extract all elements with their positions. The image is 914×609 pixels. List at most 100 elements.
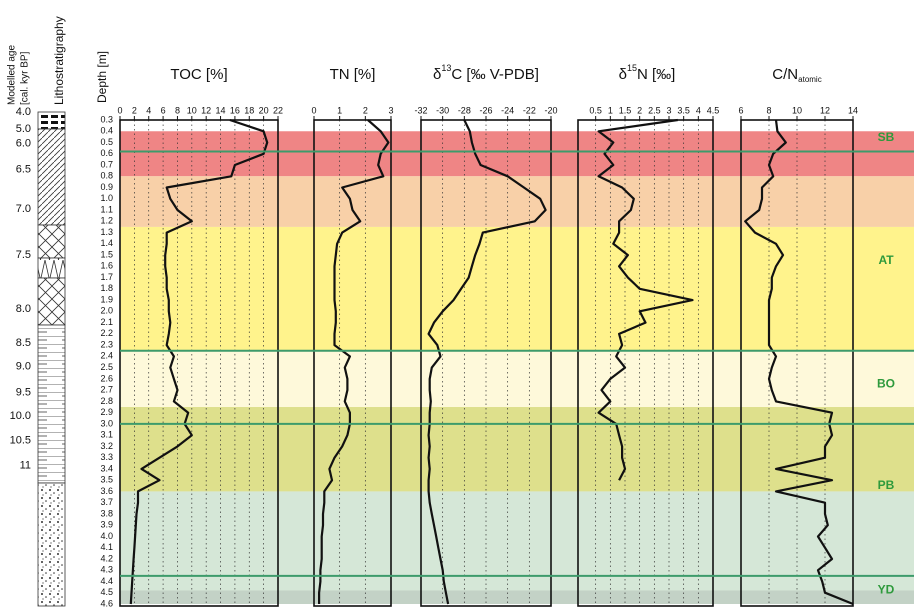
- zone-label: AT: [878, 253, 894, 267]
- depth-tick-label: 0.8: [100, 171, 113, 181]
- x-tick-label: 4: [146, 105, 151, 115]
- age-tick-label: 6.5: [16, 163, 31, 175]
- panel-title: C/Natomic: [772, 66, 821, 84]
- x-tick-label: -32: [414, 105, 427, 115]
- profile-line: [744, 119, 854, 606]
- age-tick-label: 7.0: [16, 203, 31, 215]
- depth-tick-label: 1.2: [100, 216, 113, 226]
- x-tick-label: -24: [501, 105, 514, 115]
- depth-tick-label: 3.9: [100, 520, 113, 530]
- age-tick-label: 11: [20, 459, 31, 471]
- depth-tick-label: 1.5: [100, 249, 113, 259]
- panel-title-part: C/N: [772, 66, 798, 83]
- x-tick-label: 2: [637, 105, 642, 115]
- depth-tick-label: 2.4: [100, 351, 113, 361]
- depth-tick-label: 0.5: [100, 137, 113, 147]
- panel-title-part: C [‰ V-PDB]: [451, 66, 539, 83]
- age-tick-label: 7.5: [16, 249, 31, 261]
- profile-line: [427, 119, 547, 605]
- age-tick-label: 4.0: [16, 106, 31, 118]
- zone-label: SB: [878, 130, 895, 144]
- depth-tick-label: 0.6: [100, 148, 113, 158]
- age-tick-label: 10.5: [10, 435, 31, 447]
- depth-tick-label: 2.7: [100, 385, 113, 395]
- x-tick-label: 8: [175, 105, 180, 115]
- depth-tick-label: 3.2: [100, 441, 113, 451]
- panel-title-part: TN [%]: [330, 66, 376, 83]
- depth-tick-label: 3.5: [100, 475, 113, 485]
- depth-tick-label: 1.4: [100, 238, 113, 248]
- depth-tick-label: 3.0: [100, 418, 113, 428]
- panel-title-part: atomic: [798, 75, 822, 84]
- x-tick-label: 2: [132, 105, 137, 115]
- depth-tick-label: 4.5: [100, 587, 113, 597]
- depth-tick-label: 0.3: [100, 114, 113, 124]
- x-tick-label: 1.5: [619, 105, 632, 115]
- x-tick-label: 1: [608, 105, 613, 115]
- x-tick-label: -26: [479, 105, 492, 115]
- depth-tick-label: 4.2: [100, 553, 113, 563]
- profile-line: [597, 118, 694, 481]
- x-tick-label: 22: [273, 105, 283, 115]
- depth-tick-label: 3.3: [100, 452, 113, 462]
- depth-tick-label: 3.8: [100, 508, 113, 518]
- depth-tick-label: 2.2: [100, 328, 113, 338]
- x-tick-label: -30: [436, 105, 449, 115]
- profile-line: [129, 118, 269, 605]
- panel-frame: [313, 119, 392, 607]
- depth-title: Depth [m]: [95, 51, 109, 103]
- depth-tick-label: 1.8: [100, 283, 113, 293]
- depth-tick-label: 1.9: [100, 294, 113, 304]
- x-tick-label: 4: [696, 105, 701, 115]
- depth-tick-label: 0.9: [100, 182, 113, 192]
- x-tick-label: -28: [458, 105, 471, 115]
- age-tick-label: 10.0: [10, 410, 31, 422]
- depth-tick-label: 3.7: [100, 497, 113, 507]
- panel-frame: [577, 119, 714, 607]
- panel-title: δ13C [‰ V-PDB]: [433, 63, 539, 83]
- x-tick-label: 8: [766, 105, 771, 115]
- zone-bands: [120, 131, 914, 604]
- depth-tick-label: 2.1: [100, 317, 113, 327]
- age-tick-label: 8.5: [16, 337, 31, 349]
- profile-line: [318, 119, 390, 604]
- depth-tick-label: 3.4: [100, 463, 113, 473]
- depth-tick-label: 3.1: [100, 430, 113, 440]
- depth-tick-label: 0.7: [100, 159, 113, 169]
- age-tick-label: 5.0: [16, 123, 31, 135]
- zone-band: [120, 407, 914, 492]
- depth-tick-label: 4.1: [100, 542, 113, 552]
- depth-tick-label: 4.3: [100, 565, 113, 575]
- depth-tick-label: 2.6: [100, 373, 113, 383]
- depth-tick-label: 2.9: [100, 407, 113, 417]
- zone-label: YD: [878, 583, 895, 597]
- x-tick-label: 6: [738, 105, 743, 115]
- panel-title-part: 13: [441, 63, 451, 73]
- litho-title: Lithostratigraphy: [52, 16, 66, 105]
- depth-tick-label: 2.5: [100, 362, 113, 372]
- zone-label: BO: [877, 377, 895, 391]
- depth-tick-label: 4.4: [100, 576, 113, 586]
- depth-tick-label: 2.3: [100, 339, 113, 349]
- panel-frame: [420, 119, 552, 607]
- panel-title-part: N [‰]: [637, 66, 675, 83]
- x-tick-label: 3: [388, 105, 393, 115]
- zone-band: [120, 590, 914, 604]
- x-tick-label: 16: [230, 105, 240, 115]
- x-tick-label: 3.5: [677, 105, 690, 115]
- x-tick-label: 10: [187, 105, 197, 115]
- x-tick-label: 12: [820, 105, 830, 115]
- depth-tick-label: 0.4: [100, 126, 113, 136]
- x-tick-label: -22: [523, 105, 536, 115]
- depth-tick-label: 1.1: [100, 204, 113, 214]
- panel-title: δ15N [‰]: [619, 63, 676, 83]
- age-tick-label: 8.0: [16, 303, 31, 315]
- panel-title: TOC [%]: [170, 66, 227, 83]
- depth-tick-label: 1.7: [100, 272, 113, 282]
- depth-tick-label: 2.8: [100, 396, 113, 406]
- depth-tick-label: 4.0: [100, 531, 113, 541]
- depth-tick-label: 1.6: [100, 261, 113, 271]
- depth-tick-label: 3.6: [100, 486, 113, 496]
- panel-frame: [740, 119, 854, 607]
